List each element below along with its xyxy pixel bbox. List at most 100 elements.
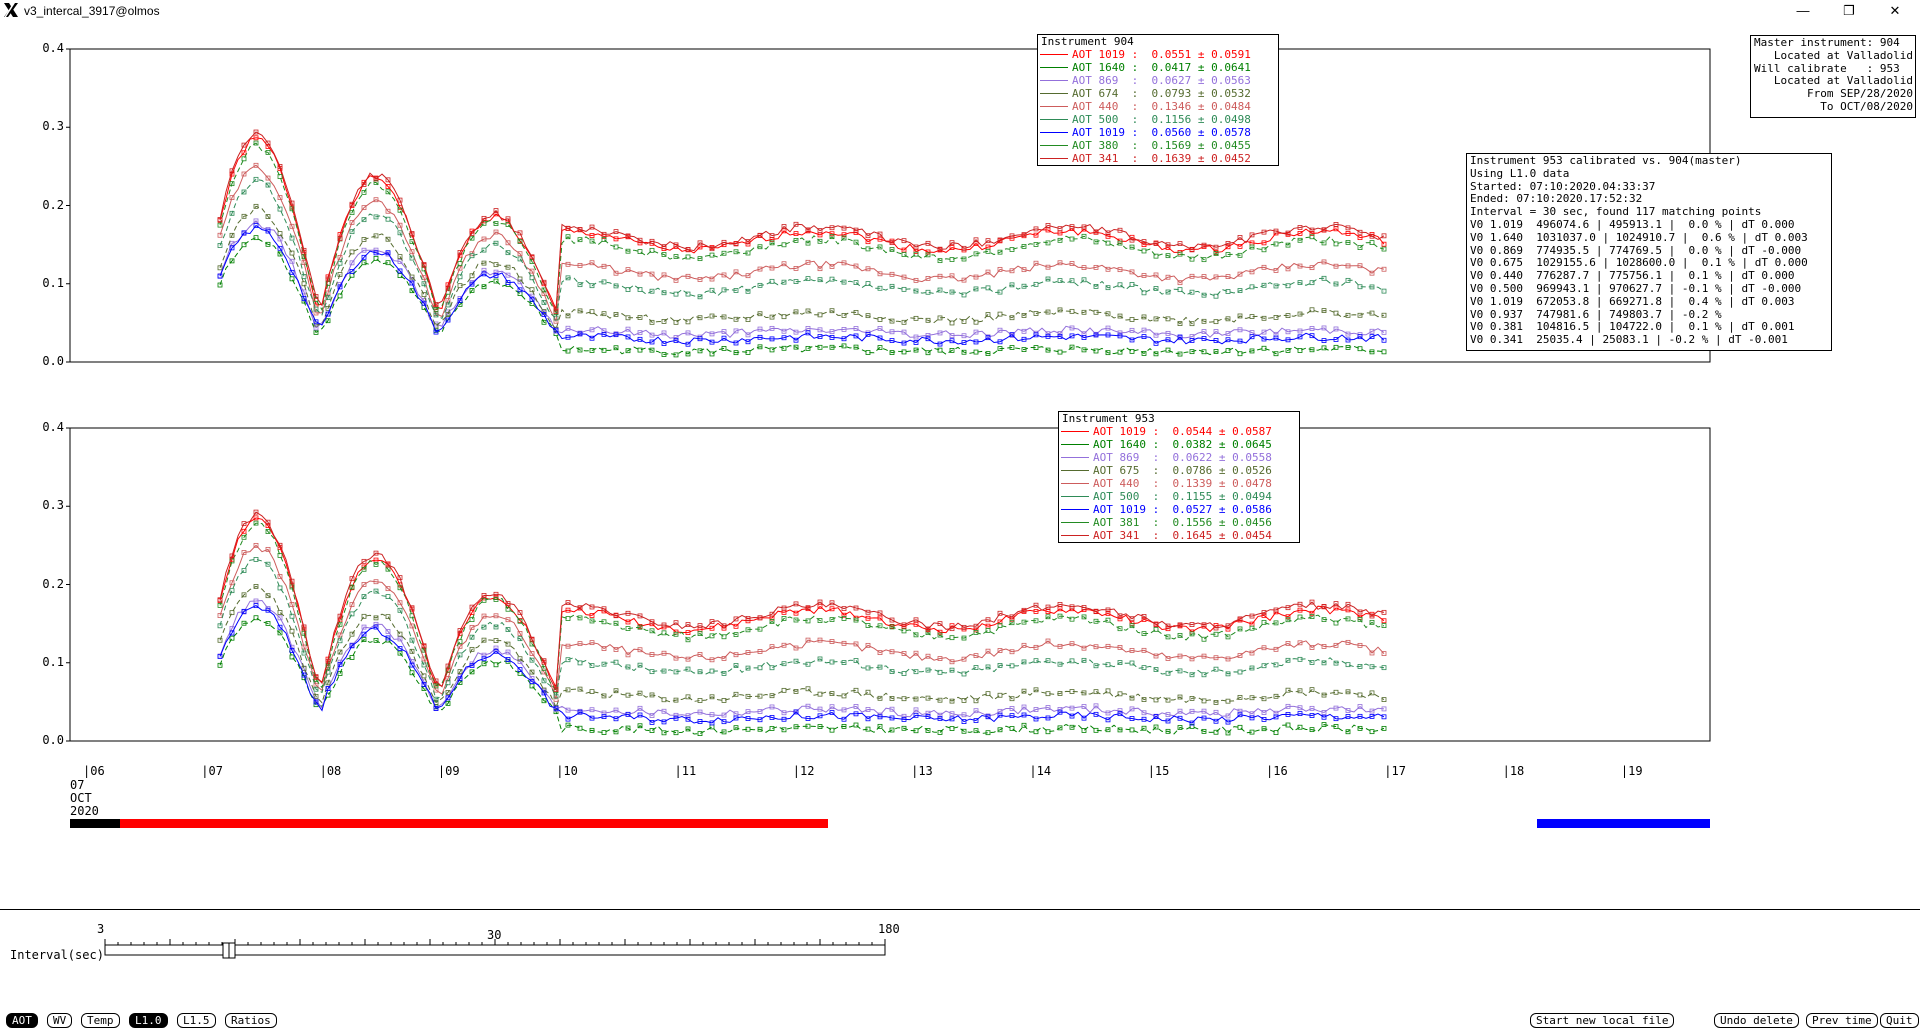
series-point xyxy=(853,605,859,611)
series-point xyxy=(493,272,499,278)
series-point xyxy=(565,261,571,267)
series-point xyxy=(289,654,295,660)
series-point xyxy=(901,247,907,253)
series-point xyxy=(829,710,835,715)
series-point xyxy=(601,331,607,337)
toggle-ratios-button[interactable]: Ratios xyxy=(225,1013,277,1028)
series-point xyxy=(685,254,691,260)
series-point xyxy=(817,691,823,697)
series-point xyxy=(409,280,415,286)
series-point xyxy=(469,288,475,293)
series-point xyxy=(877,714,883,720)
series-line xyxy=(219,142,1385,315)
series-point xyxy=(217,637,223,643)
series-point xyxy=(853,704,859,709)
series-point xyxy=(457,676,463,682)
series-point xyxy=(577,331,583,337)
series-point xyxy=(349,249,355,255)
toggle-aot-button[interactable]: AOT xyxy=(6,1013,38,1028)
quit-button[interactable]: Quit xyxy=(1880,1013,1919,1028)
series-point xyxy=(553,687,559,692)
series-point xyxy=(553,693,559,699)
series-point xyxy=(577,237,583,243)
close-button[interactable]: ✕ xyxy=(1889,3,1901,18)
series-point xyxy=(1297,705,1303,711)
series-point xyxy=(769,693,775,699)
prev-time-button[interactable]: Prev time xyxy=(1806,1013,1878,1028)
series-point xyxy=(937,629,943,635)
series-point xyxy=(1201,636,1207,642)
series-point xyxy=(997,266,1003,272)
series-point xyxy=(601,279,607,285)
series-point xyxy=(577,686,583,692)
series-point xyxy=(817,327,823,333)
series-point xyxy=(961,245,967,251)
series-point xyxy=(709,252,715,258)
series-point xyxy=(469,235,475,241)
toggle-wv-button[interactable]: WV xyxy=(47,1013,73,1028)
series-point xyxy=(961,712,967,718)
series-point xyxy=(1093,264,1099,270)
series-point xyxy=(841,723,847,729)
series-point xyxy=(1117,227,1123,233)
timeline-bar-blue[interactable] xyxy=(1537,819,1710,828)
series-point xyxy=(1225,623,1231,629)
series-point xyxy=(1009,713,1015,719)
series-point xyxy=(457,283,463,289)
toggle-l10-button[interactable]: L1.0 xyxy=(129,1013,168,1028)
series-point xyxy=(1177,668,1183,674)
series-point xyxy=(1369,690,1375,696)
series-point xyxy=(805,686,811,692)
series-point xyxy=(697,294,703,300)
y-tick-label: 0.0 xyxy=(42,733,64,747)
series-point xyxy=(1177,280,1183,286)
interval-slider[interactable] xyxy=(100,935,900,965)
series-point xyxy=(721,346,727,351)
maximize-button[interactable]: ❐ xyxy=(1843,3,1855,18)
series-point xyxy=(313,699,319,705)
series-point xyxy=(793,337,799,343)
series-point xyxy=(457,274,463,280)
series-point xyxy=(697,240,703,246)
series-point xyxy=(1021,313,1027,318)
series-point xyxy=(625,248,631,254)
series-point xyxy=(1345,607,1351,613)
toggle-temp-button[interactable]: Temp xyxy=(81,1013,120,1028)
series-point xyxy=(1201,708,1207,714)
series-point xyxy=(325,281,331,286)
series-point xyxy=(1069,616,1075,622)
series-point xyxy=(1117,613,1123,619)
series-point xyxy=(889,727,895,733)
series-point xyxy=(781,224,787,229)
series-point xyxy=(1021,722,1027,728)
series-point xyxy=(1057,260,1063,266)
series-point xyxy=(1273,693,1279,699)
series-point xyxy=(481,661,487,667)
series-point xyxy=(277,553,283,558)
series-point xyxy=(889,271,895,277)
series-point xyxy=(841,232,847,238)
series-point xyxy=(241,568,247,573)
series-point xyxy=(1345,240,1351,245)
series-point xyxy=(817,277,823,283)
series-point xyxy=(517,251,523,257)
series-point xyxy=(1009,726,1015,731)
series-point xyxy=(1165,316,1171,322)
series-point xyxy=(685,273,691,279)
start-new-local-file-button[interactable]: Start new local file xyxy=(1530,1013,1675,1028)
series-point xyxy=(1345,337,1351,343)
timeline-bar-black[interactable] xyxy=(70,819,120,828)
series-point xyxy=(1057,709,1063,715)
charts-area[interactable] xyxy=(0,22,1920,822)
minimize-button[interactable]: — xyxy=(1796,3,1810,18)
series-point xyxy=(1249,244,1255,250)
timeline-bar-red[interactable] xyxy=(120,819,828,828)
slider-track[interactable] xyxy=(104,944,886,956)
series-point xyxy=(757,232,763,238)
series-point xyxy=(241,528,247,534)
series-point xyxy=(949,240,955,246)
series-point xyxy=(1081,309,1087,315)
toggle-l15-button[interactable]: L1.5 xyxy=(177,1013,216,1028)
series-point xyxy=(445,285,451,291)
undo-delete-button[interactable]: Undo delete xyxy=(1714,1013,1799,1028)
